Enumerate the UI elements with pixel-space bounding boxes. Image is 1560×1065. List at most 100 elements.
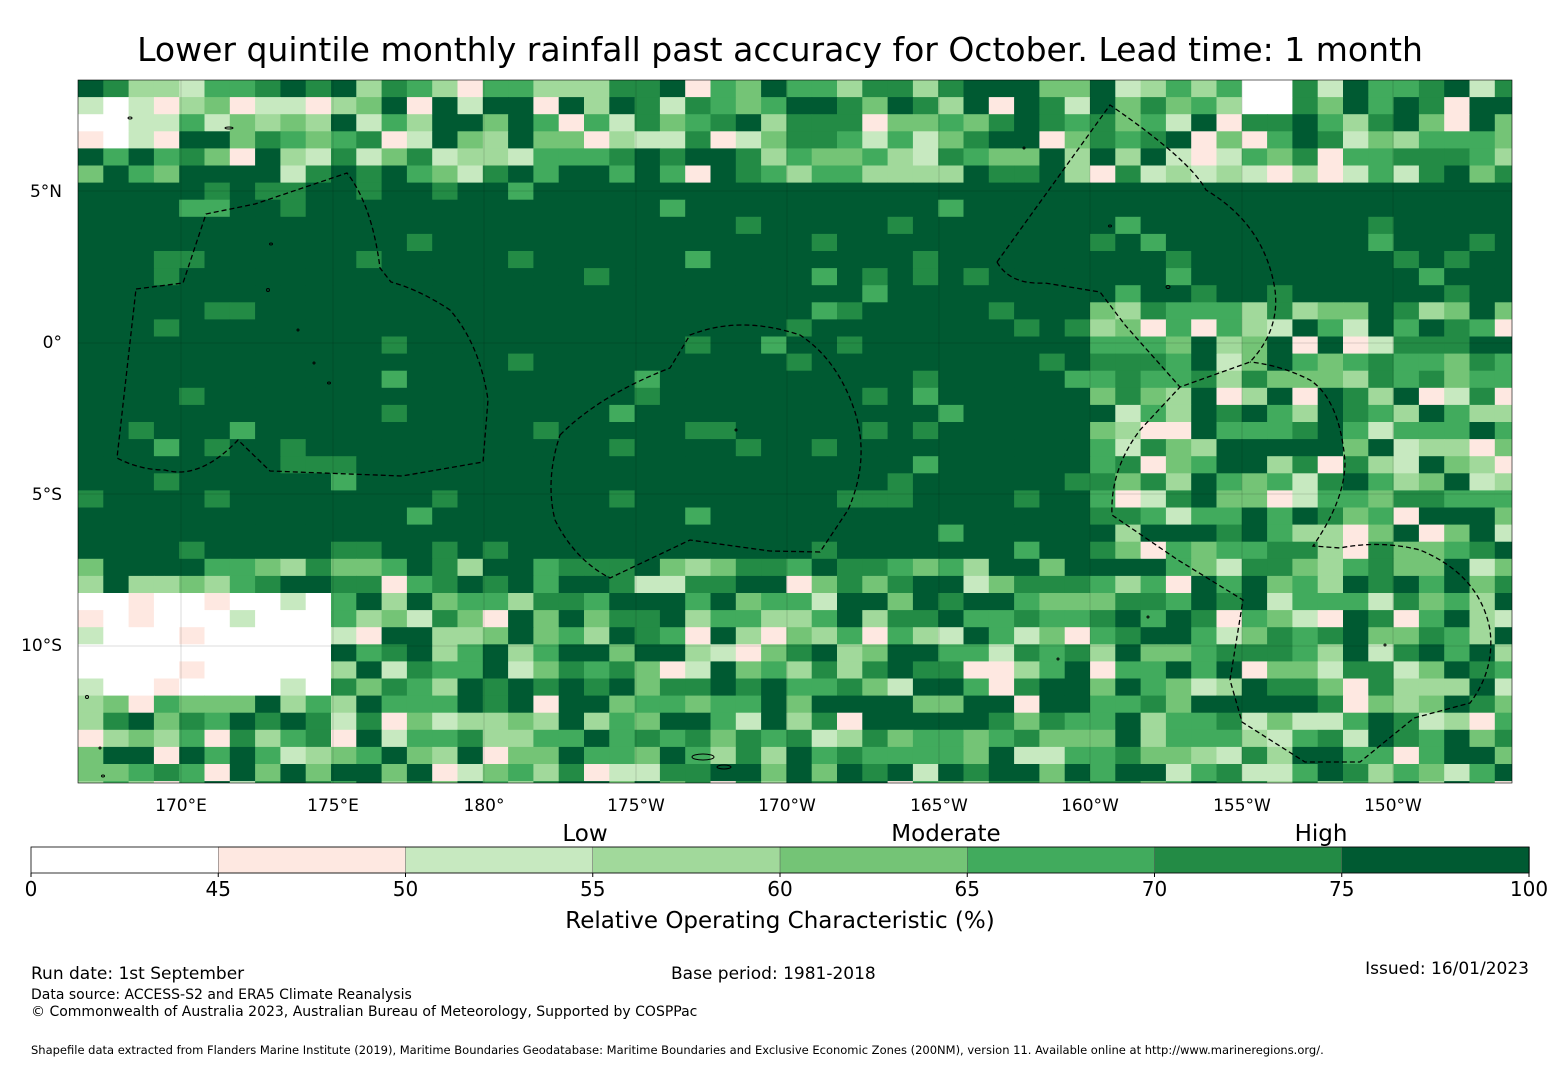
grid-cell	[1393, 319, 1420, 337]
grid-cell	[1469, 456, 1496, 474]
grid-cell	[103, 644, 130, 662]
grid-cell	[837, 507, 863, 526]
grid-cell	[761, 439, 787, 457]
grid-cell	[1064, 182, 1091, 201]
grid-cell	[988, 302, 1015, 320]
grid-cell	[1292, 729, 1319, 748]
grid-cell	[685, 182, 711, 201]
grid-cell	[1494, 558, 1512, 577]
grid-cell	[1393, 524, 1420, 543]
grid-cell	[988, 610, 1015, 628]
grid-cell	[938, 764, 964, 782]
grid-cell	[1039, 233, 1066, 252]
grid-cell	[912, 199, 939, 218]
grid-cell	[356, 456, 383, 474]
grid-cell	[963, 285, 990, 303]
grid-cell	[1191, 712, 1217, 731]
grid-cell	[153, 302, 180, 320]
grid-cell	[457, 182, 484, 201]
grid-cell	[811, 80, 838, 98]
grid-cell	[1317, 165, 1344, 184]
grid-cell	[229, 114, 256, 132]
grid-cell	[406, 233, 433, 252]
grid-cell	[255, 473, 281, 491]
grid-cell	[938, 541, 964, 560]
grid-cell	[1292, 353, 1319, 372]
grid-cell	[786, 661, 813, 679]
grid-cell	[837, 216, 863, 235]
grid-cell	[912, 695, 939, 714]
grid-cell	[963, 678, 990, 697]
grid-cell	[761, 131, 787, 149]
grid-cell	[862, 473, 889, 491]
grid-cell	[887, 114, 914, 132]
grid-cell	[862, 610, 889, 628]
grid-cell	[305, 336, 332, 355]
grid-cell	[1444, 507, 1470, 526]
grid-cell	[1444, 97, 1470, 115]
grid-cell	[1368, 97, 1395, 115]
grid-cell	[837, 251, 863, 269]
grid-cell	[1140, 131, 1167, 149]
grid-cell	[78, 490, 104, 508]
grid-cell	[204, 114, 231, 132]
grid-cell	[1444, 404, 1470, 423]
grid-cell	[938, 387, 964, 406]
grid-cell	[305, 404, 332, 423]
grid-cell	[1494, 353, 1512, 372]
grid-cell	[280, 575, 307, 594]
grid-cell	[735, 148, 762, 166]
grid-cell	[128, 490, 155, 508]
grid-cell	[305, 216, 332, 235]
grid-cell	[685, 148, 711, 166]
grid-cell	[229, 712, 256, 731]
grid-cell	[735, 627, 762, 645]
grid-cell	[685, 456, 711, 474]
grid-cell	[1090, 627, 1116, 645]
grid-cell	[457, 558, 484, 577]
grid-cell	[381, 610, 408, 628]
grid-cell	[786, 251, 813, 269]
grid-cell	[584, 370, 610, 389]
grid-cell	[609, 251, 636, 269]
grid-cell	[153, 131, 180, 149]
grid-cell	[634, 387, 661, 406]
grid-cell	[305, 131, 332, 149]
grid-cell	[1014, 302, 1040, 320]
grid-cell	[381, 353, 408, 372]
grid-cell	[761, 404, 787, 423]
grid-cell	[862, 764, 889, 782]
grid-cell	[533, 370, 560, 389]
grid-cell	[912, 456, 939, 474]
grid-cell	[558, 473, 585, 491]
grid-cell	[1469, 490, 1496, 508]
grid-cell	[761, 781, 787, 783]
grid-cell	[331, 541, 357, 560]
grid-cell	[103, 781, 130, 783]
grid-cell	[685, 336, 711, 355]
grid-cell	[862, 370, 889, 389]
grid-cell	[761, 80, 787, 98]
grid-cell	[1494, 182, 1512, 201]
grid-cell	[963, 165, 990, 184]
grid-cell	[457, 490, 484, 508]
grid-cell	[356, 627, 383, 645]
grid-cell	[1418, 695, 1445, 714]
grid-cell	[862, 422, 889, 440]
grid-cell	[988, 251, 1015, 269]
lat-label-5n: 5°N	[30, 182, 62, 202]
grid-cell	[305, 114, 332, 132]
grid-cell	[255, 131, 281, 149]
grid-cell	[1140, 781, 1167, 783]
grid-cell	[381, 148, 408, 166]
grid-cell	[1444, 148, 1470, 166]
grid-cell	[280, 165, 307, 184]
grid-cell	[1191, 251, 1217, 269]
grid-cell	[305, 456, 332, 474]
grid-cell	[558, 285, 585, 303]
grid-cell	[533, 473, 560, 491]
grid-cell	[305, 387, 332, 406]
grid-cell	[912, 678, 939, 697]
grid-cell	[280, 627, 307, 645]
grid-cell	[609, 575, 636, 594]
